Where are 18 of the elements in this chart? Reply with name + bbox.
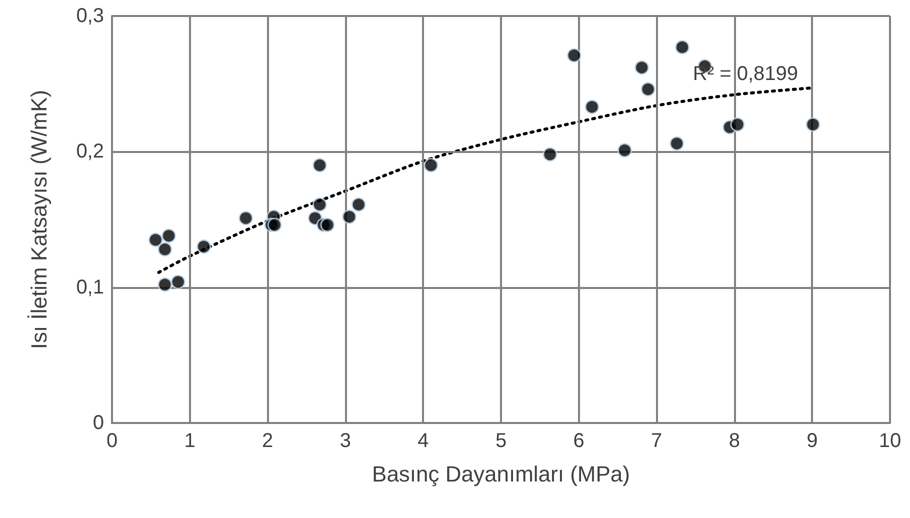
annotation: R² = 0,8199 — [692, 63, 798, 85]
x-tick-label: 6 — [573, 430, 584, 452]
x-tick-label: 9 — [806, 430, 818, 452]
y-tick-label: 0,2 — [76, 140, 104, 163]
x-tick-label: 7 — [651, 430, 662, 452]
x-tick-label: 8 — [728, 430, 740, 452]
x-tick-label: 2 — [262, 430, 274, 452]
x-tick-label: 1 — [184, 430, 196, 452]
x-tick-label: 0 — [106, 430, 118, 452]
y-tick-label: 0,3 — [76, 5, 104, 27]
x-axis-title: Basınç Dayanımları (MPa) — [372, 462, 630, 486]
y-axis-title: Isı İletim Katsayısı (W/mK) — [26, 90, 52, 350]
x-tick-label: 4 — [418, 430, 429, 452]
x-tick-label: 5 — [495, 430, 507, 452]
y-tick-label: 0 — [92, 412, 104, 434]
x-tick-label: 3 — [340, 430, 351, 452]
x-tick-label: 10 — [878, 430, 902, 452]
y-tick-label: 0,1 — [76, 276, 104, 298]
